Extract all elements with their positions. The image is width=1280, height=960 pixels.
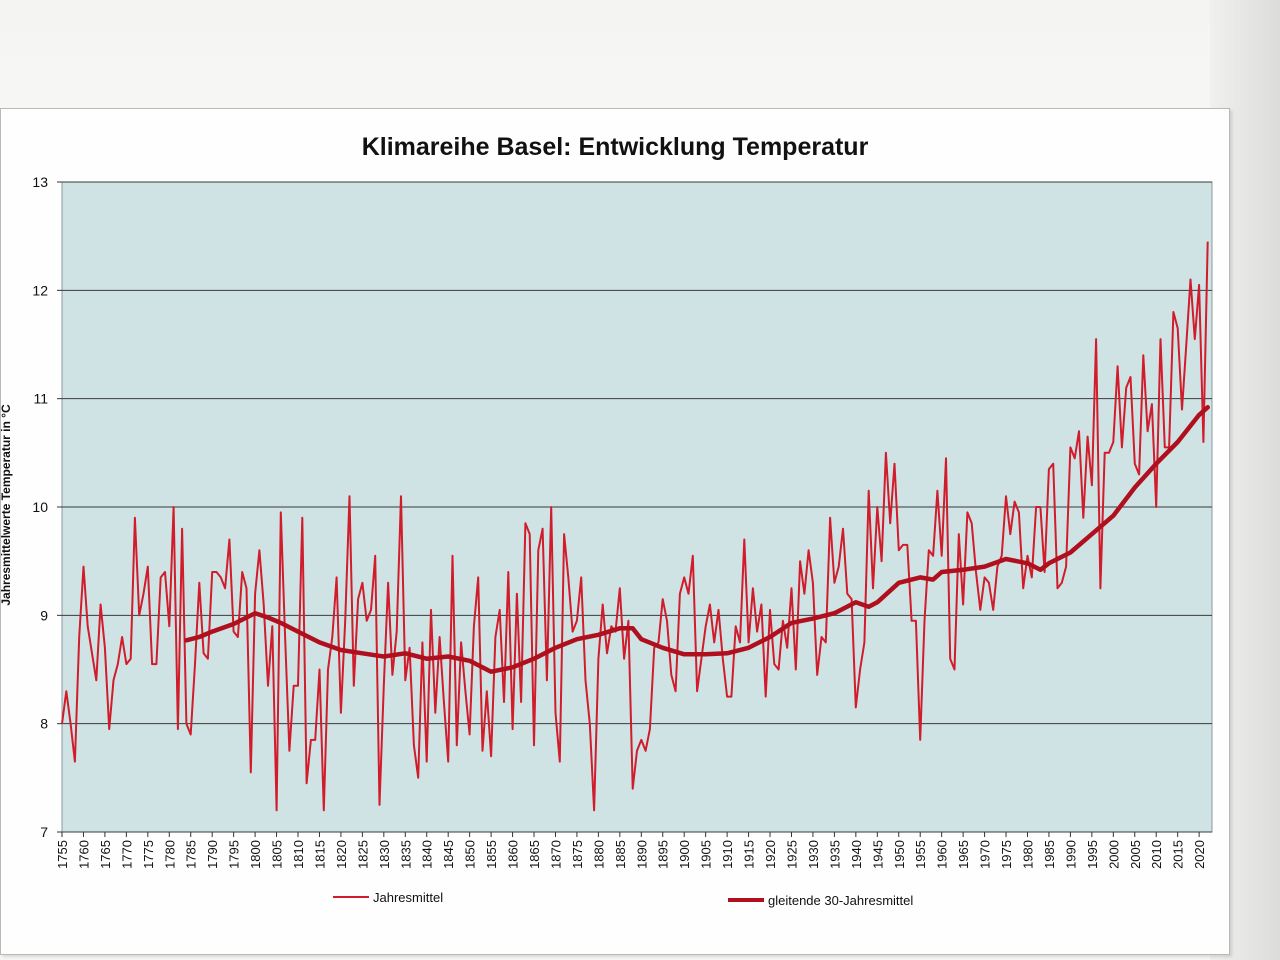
x-tick-label: 1760 [76,840,91,869]
x-tick-label: 2020 [1192,840,1207,869]
y-tick-label: 10 [32,499,48,515]
x-tick-label: 1895 [656,840,671,869]
x-tick-label: 2010 [1149,840,1164,869]
x-tick-label: 1755 [55,840,70,869]
x-tick-label: 1930 [806,840,821,869]
legend-swatch-annual [333,896,369,898]
x-tick-label: 1960 [935,840,950,869]
x-tick-label: 1830 [377,840,392,869]
series-line-annual [61,241,1209,812]
x-tick-label: 1785 [184,840,199,869]
x-tick-label: 1780 [162,840,177,869]
y-tick-label: 7 [40,824,48,840]
x-tick-label: 1935 [827,840,842,869]
x-tick-label: 2015 [1171,840,1186,869]
x-tick-label: 1890 [634,840,649,869]
x-tick-label: 1860 [506,840,521,869]
x-tick-label: 1775 [141,840,156,869]
x-tick-label: 1840 [420,840,435,869]
legend-label-annual: Jahresmittel [373,889,444,905]
x-tick-label: 1800 [248,840,263,869]
x-tick-label: 1880 [591,840,606,869]
x-tick-label: 1920 [763,840,778,869]
x-tick-label: 1915 [742,840,757,869]
x-tick-label: 1850 [463,840,478,869]
x-tick-label: 1905 [699,840,714,869]
x-tick-label: 1950 [892,840,907,869]
x-tick-label: 1770 [119,840,134,869]
x-tick-label: 1995 [1085,840,1100,869]
legend-item-annual: Jahresmittel [333,887,443,907]
chart-title: Klimareihe Basel: Entwicklung Temperatur [361,133,869,161]
x-tick-label: 1985 [1042,840,1057,869]
x-tick-label: 1795 [227,840,242,869]
legend-label-moving-average: gleitende 30-Jahresmittel [768,892,914,908]
x-tick-label: 1875 [570,840,585,869]
x-tick-label: 1855 [484,840,499,869]
x-tick-label: 1990 [1063,840,1078,869]
x-tick-label: 1835 [398,840,413,869]
x-tick-label: 1945 [870,840,885,869]
x-tick-label: 1910 [720,840,735,869]
series-line-moving-average [184,405,1210,674]
x-tick-label: 1810 [291,840,306,869]
x-tick-label: 1805 [270,840,285,869]
x-tick-label: 1825 [355,840,370,869]
x-tick-label: 1765 [98,840,113,869]
x-tick-label: 1955 [913,840,928,869]
x-tick-label: 1870 [548,840,563,869]
x-tick-label: 2000 [1106,840,1121,869]
x-tick-label: 1900 [677,840,692,869]
legend-swatch-moving-average [728,898,764,902]
y-tick-label: 8 [40,716,48,732]
x-tick-label: 1815 [312,840,327,869]
x-tick-label: 1865 [527,840,542,869]
x-tick-label: 1820 [334,840,349,869]
x-tick-label: 1790 [205,840,220,869]
x-tick-label: 1975 [999,840,1014,869]
x-tick-label: 1845 [441,840,456,869]
y-tick-label: 11 [33,391,48,407]
x-tick-label: 1970 [978,840,993,869]
x-tick-label: 1980 [1020,840,1035,869]
x-tick-label: 2005 [1128,840,1143,869]
x-tick-label: 1885 [613,840,628,869]
x-tick-label: 1940 [849,840,864,869]
y-tick-label: 12 [32,282,48,298]
y-tick-label: 9 [40,607,48,623]
y-tick-label: 13 [32,174,48,190]
x-tick-label: 1925 [784,840,799,869]
x-tick-label: 1965 [956,840,971,869]
legend-item-moving-average: gleitende 30-Jahresmittel [728,890,913,910]
